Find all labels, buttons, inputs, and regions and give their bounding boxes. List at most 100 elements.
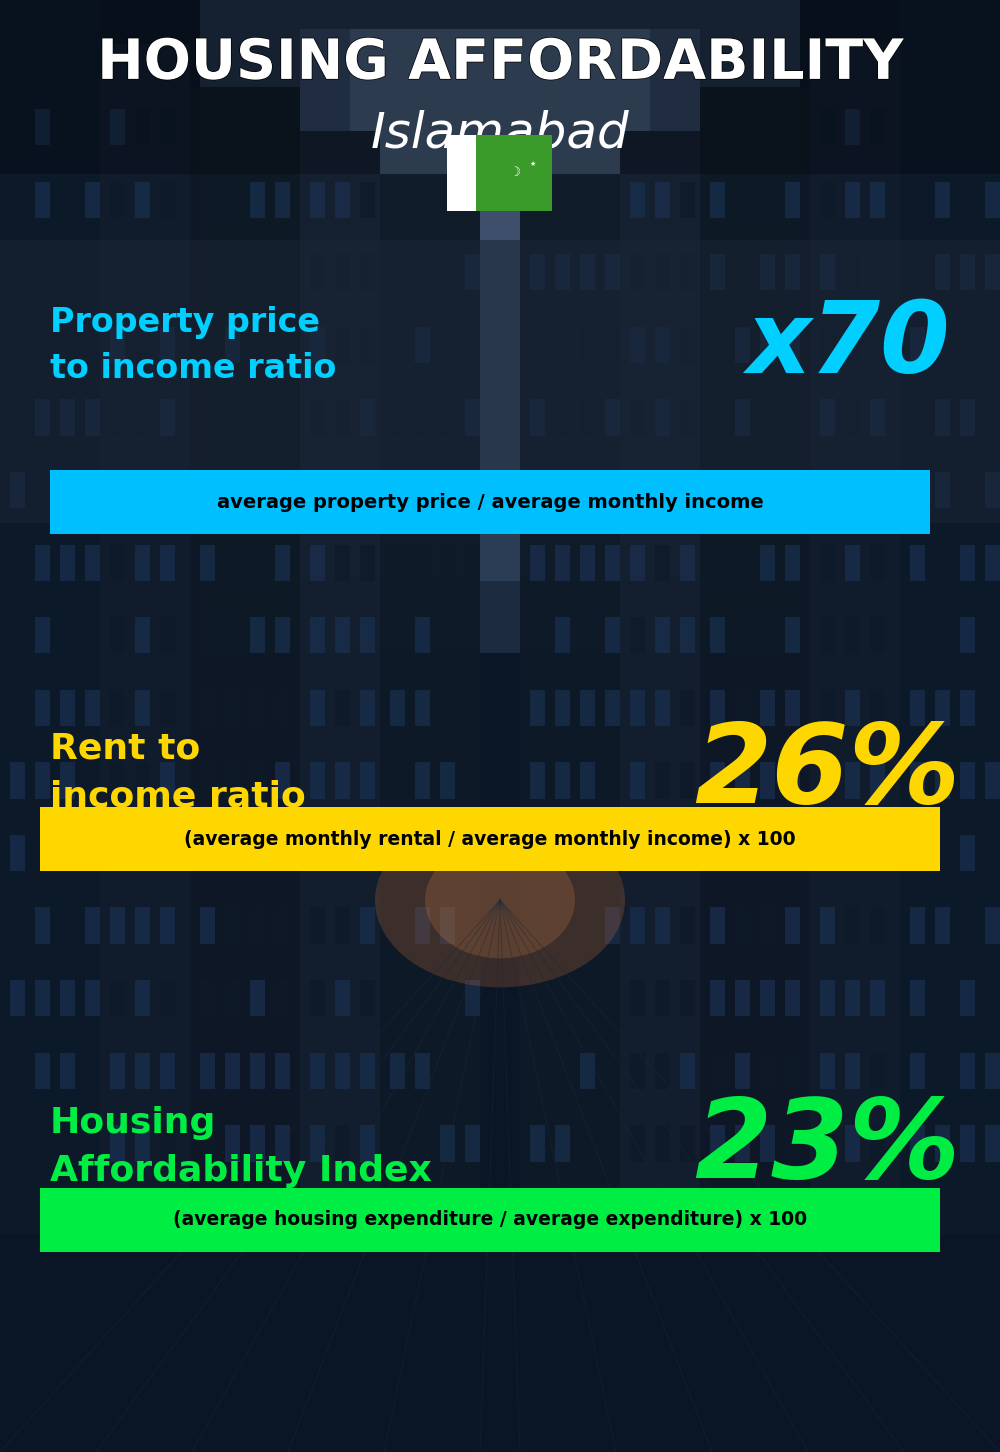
Bar [845, 835, 860, 871]
Bar [160, 1125, 175, 1162]
Bar [110, 835, 125, 871]
Bar [300, 131, 380, 1234]
Bar [985, 109, 1000, 145]
Bar [0, 240, 1000, 523]
Bar [160, 1053, 175, 1089]
Bar [360, 835, 375, 871]
Bar [60, 472, 75, 508]
Bar [310, 835, 325, 871]
Bar [710, 254, 725, 290]
Bar [225, 327, 240, 363]
Bar [440, 472, 455, 508]
Bar [530, 762, 545, 799]
Bar [935, 908, 950, 944]
Bar [110, 109, 125, 145]
Bar [960, 399, 975, 436]
Bar [390, 399, 405, 436]
Bar [555, 254, 570, 290]
Bar [680, 908, 695, 944]
Bar [250, 617, 265, 653]
Bar [910, 254, 925, 290]
Text: (average housing expenditure / average expenditure) x 100: (average housing expenditure / average e… [173, 1210, 807, 1230]
Bar [310, 1125, 325, 1162]
Bar [985, 617, 1000, 653]
Bar [160, 399, 175, 436]
Bar [910, 327, 925, 363]
Bar [530, 544, 545, 581]
Bar [335, 327, 350, 363]
Bar [85, 980, 100, 1016]
Bar [160, 980, 175, 1016]
Bar [935, 327, 950, 363]
Bar [10, 617, 25, 653]
Bar [985, 399, 1000, 436]
Bar [310, 327, 325, 363]
Bar [440, 980, 455, 1016]
Bar [580, 1125, 595, 1162]
Bar [530, 399, 545, 436]
Bar [350, 29, 650, 508]
Bar [360, 327, 375, 363]
Bar [35, 1053, 50, 1089]
Bar [910, 544, 925, 581]
Bar [225, 908, 240, 944]
Bar [935, 109, 950, 145]
Bar [335, 254, 350, 290]
Bar [310, 980, 325, 1016]
Bar [160, 835, 175, 871]
Bar [225, 1125, 240, 1162]
Ellipse shape [425, 842, 575, 958]
Bar [275, 182, 290, 218]
Bar [310, 472, 325, 508]
Bar [820, 1125, 835, 1162]
Bar [555, 1125, 570, 1162]
Bar [580, 762, 595, 799]
Bar [60, 762, 75, 799]
Bar [605, 908, 620, 944]
Bar [275, 980, 290, 1016]
Bar [160, 908, 175, 944]
Bar [605, 254, 620, 290]
Bar [985, 835, 1000, 871]
Bar [655, 1053, 670, 1089]
Bar [85, 472, 100, 508]
Bar [60, 980, 75, 1016]
Bar [35, 109, 50, 145]
Bar [200, 0, 800, 653]
Bar [415, 327, 430, 363]
Bar [845, 399, 860, 436]
Bar [465, 399, 480, 436]
Bar [760, 980, 775, 1016]
Text: Islamabad: Islamabad [371, 109, 629, 158]
Bar [35, 327, 50, 363]
Bar [655, 835, 670, 871]
Bar [735, 327, 750, 363]
Bar [960, 254, 975, 290]
Bar [360, 762, 375, 799]
Bar [135, 908, 150, 944]
Bar [360, 472, 375, 508]
Bar [910, 980, 925, 1016]
Bar [110, 399, 125, 436]
Bar [655, 544, 670, 581]
Bar [360, 1125, 375, 1162]
Bar [415, 762, 430, 799]
Bar [40, 1188, 940, 1252]
Bar [735, 980, 750, 1016]
Bar [845, 980, 860, 1016]
Bar [110, 690, 125, 726]
Bar [985, 908, 1000, 944]
Bar [447, 135, 476, 211]
Bar [630, 690, 645, 726]
Bar [35, 399, 50, 436]
Bar [60, 908, 75, 944]
Bar [250, 327, 265, 363]
Bar [910, 762, 925, 799]
Bar [135, 182, 150, 218]
Bar [415, 908, 430, 944]
Bar [985, 182, 1000, 218]
Bar [135, 472, 150, 508]
Bar [160, 472, 175, 508]
Bar [200, 182, 215, 218]
Bar [465, 472, 480, 508]
